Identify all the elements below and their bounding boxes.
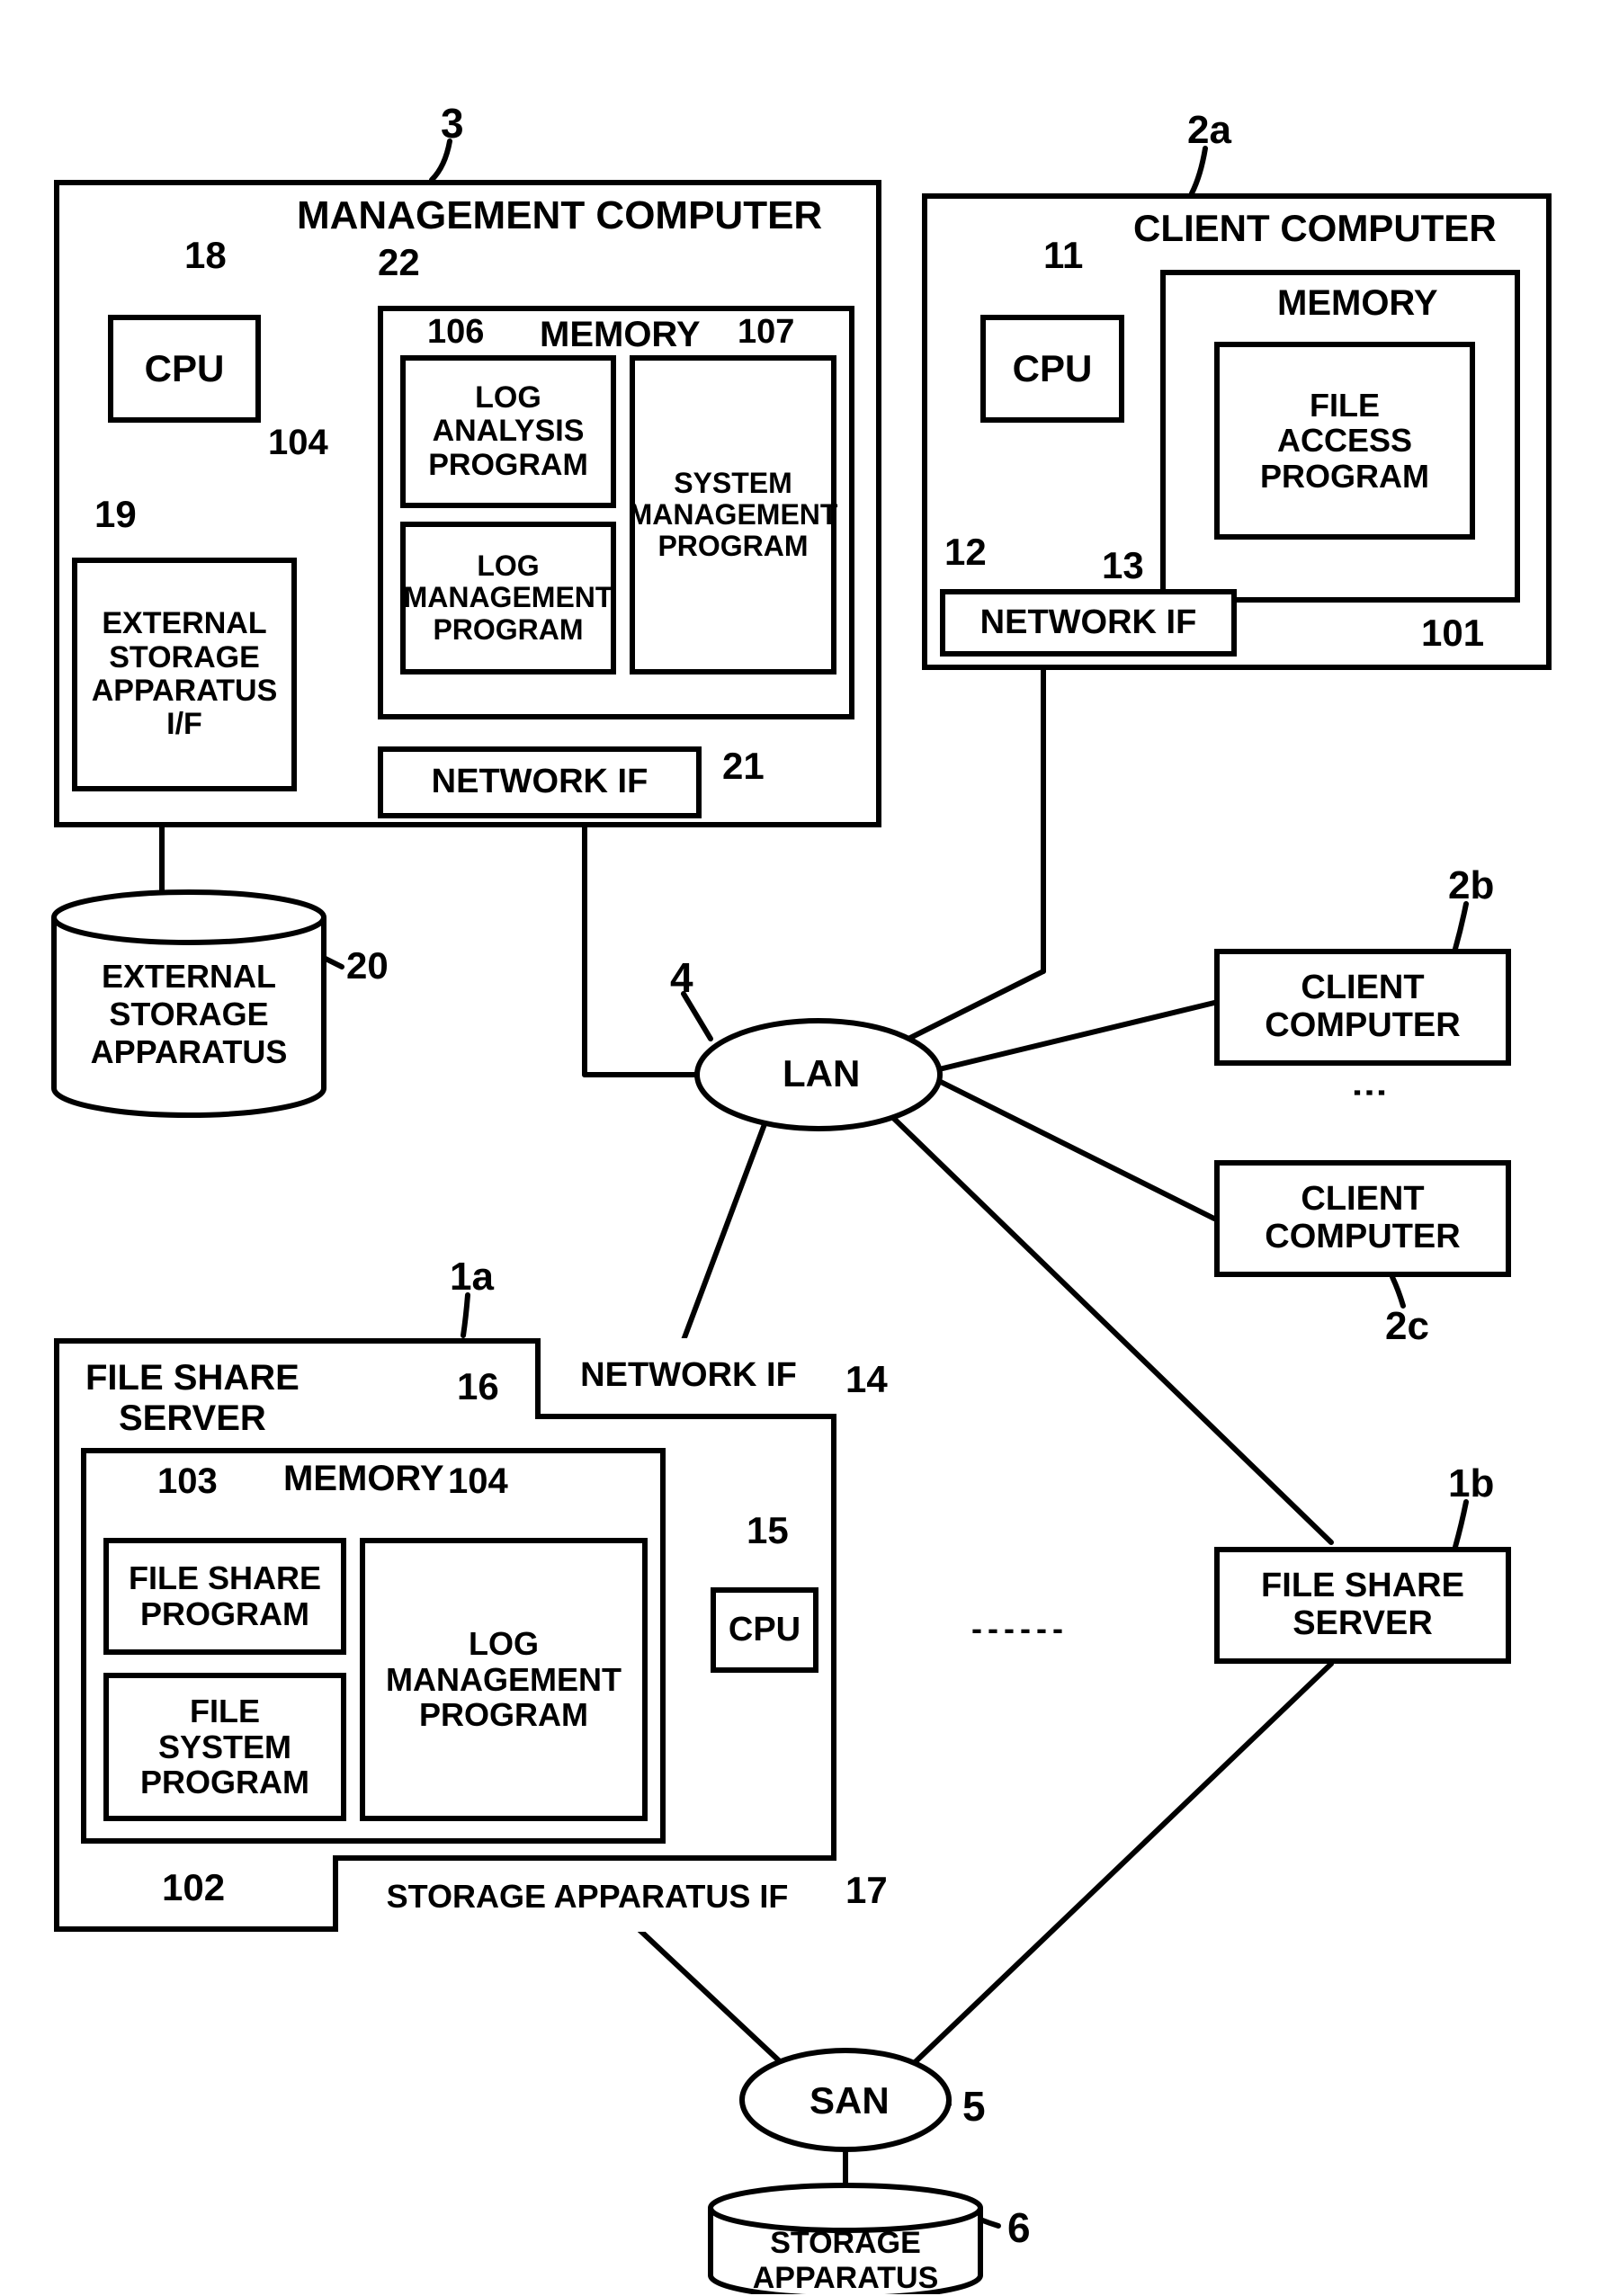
log-mgmt-program-fss: LOG MANAGEMENT PROGRAM [360, 1538, 648, 1821]
mgmt-cpu: CPU [108, 315, 261, 423]
san-label: SAN [809, 2079, 890, 2122]
fss-cpu: CPU [711, 1587, 818, 1673]
ext-storage-label: EXTERNAL STORAGE APPARATUS [72, 958, 306, 1071]
file-access-program: FILE ACCESS PROGRAM [1214, 342, 1475, 540]
client-cpu-label: CPU [1013, 348, 1093, 389]
fss-1b-label: FILE SHARE SERVER [1261, 1568, 1464, 1643]
log-mgmt-fss-label: LOG MANAGEMENT PROGRAM [386, 1626, 622, 1733]
ref-104a: 104 [268, 423, 328, 463]
ref-3: 3 [441, 99, 464, 147]
ref-6: 6 [1007, 2203, 1031, 2252]
file-share-server-1b: FILE SHARE SERVER [1214, 1547, 1511, 1664]
client-network-if: NETWORK IF [940, 589, 1237, 657]
ext-storage-if-label: EXTERNAL STORAGE APPARATUS I/F [92, 607, 278, 742]
fss-title: FILE SHARE SERVER [85, 1358, 300, 1439]
client-2c-label: CLIENT COMPUTER [1265, 1181, 1460, 1256]
fss-memory-title: MEMORY [283, 1459, 444, 1499]
client-network-if-label: NETWORK IF [980, 604, 1197, 642]
ref-21: 21 [722, 745, 765, 788]
external-storage-if: EXTERNAL STORAGE APPARATUS I/F [72, 558, 297, 791]
client-computer-title: CLIENT COMPUTER [1133, 207, 1497, 250]
ref-18: 18 [184, 234, 227, 277]
ref-1b: 1b [1448, 1461, 1494, 1506]
cpu-label: CPU [145, 348, 225, 389]
mgmt-network-if-label: NETWORK IF [432, 764, 648, 801]
ref-102: 102 [162, 1866, 225, 1909]
ref-20: 20 [346, 944, 389, 987]
management-computer-title: MANAGEMENT COMPUTER [297, 193, 822, 238]
storage-if-label: STORAGE APPARATUS IF [387, 1879, 789, 1915]
file-system-prog-label: FILE SYSTEM PROGRAM [140, 1693, 309, 1800]
file-share-prog-label: FILE SHARE PROGRAM [129, 1560, 321, 1631]
fss-network-if: NETWORK IF [535, 1338, 836, 1419]
ref-2b: 2b [1448, 863, 1494, 908]
client-cpu: CPU [980, 315, 1124, 423]
ref-19: 19 [94, 493, 137, 536]
client-computer-2c: CLIENT COMPUTER [1214, 1160, 1511, 1277]
system-mgmt-program: SYSTEM MANAGEMENT PROGRAM [630, 355, 836, 675]
ref-11: 11 [1043, 234, 1083, 277]
log-mgmt-program-mgmt: LOG MANAGEMENT PROGRAM [400, 522, 616, 675]
ref-15: 15 [747, 1509, 789, 1552]
log-analysis-program: LOG ANALYSIS PROGRAM [400, 355, 616, 508]
ref-1a: 1a [450, 1255, 494, 1300]
file-access-label: FILE ACCESS PROGRAM [1260, 388, 1429, 495]
file-system-program: FILE SYSTEM PROGRAM [103, 1673, 346, 1821]
fss-cpu-label: CPU [729, 1612, 801, 1649]
client-memory-title: MEMORY [1277, 283, 1438, 324]
mgmt-network-if: NETWORK IF [378, 746, 702, 818]
ref-4: 4 [670, 953, 693, 1002]
ref-106: 106 [427, 313, 484, 352]
client-2b-label: CLIENT COMPUTER [1265, 969, 1460, 1045]
ref-22: 22 [378, 241, 420, 284]
log-analysis-label: LOG ANALYSIS PROGRAM [428, 381, 588, 482]
storage-apparatus-label: STORAGE APPARATUS [738, 2226, 953, 2296]
ref-5: 5 [962, 2082, 986, 2131]
ref-2a: 2a [1187, 108, 1231, 153]
ref-2c: 2c [1385, 1304, 1429, 1349]
fss-network-if-label: NETWORK IF [580, 1357, 797, 1395]
storage-apparatus-if: STORAGE APPARATUS IF [333, 1855, 836, 1932]
ref-13: 13 [1102, 544, 1144, 587]
sys-mgmt-label: SYSTEM MANAGEMENT PROGRAM [629, 468, 838, 563]
client-computer-2b: CLIENT COMPUTER [1214, 949, 1511, 1066]
file-share-program: FILE SHARE PROGRAM [103, 1538, 346, 1655]
ref-104b: 104 [448, 1461, 508, 1502]
ref-101: 101 [1421, 612, 1484, 655]
client-ellipsis: ⋮ [1349, 1075, 1391, 1114]
ref-103: 103 [157, 1461, 218, 1502]
ref-107: 107 [738, 313, 794, 352]
ref-12: 12 [944, 531, 987, 574]
ref-14: 14 [845, 1358, 888, 1401]
log-mgmt-label: LOG MANAGEMENT PROGRAM [404, 550, 613, 646]
ref-16: 16 [457, 1365, 499, 1408]
mgmt-memory-title: MEMORY [540, 315, 701, 355]
lan-label: LAN [783, 1052, 860, 1095]
ref-17: 17 [845, 1869, 888, 1912]
server-ellipsis: ------ [971, 1610, 1069, 1648]
